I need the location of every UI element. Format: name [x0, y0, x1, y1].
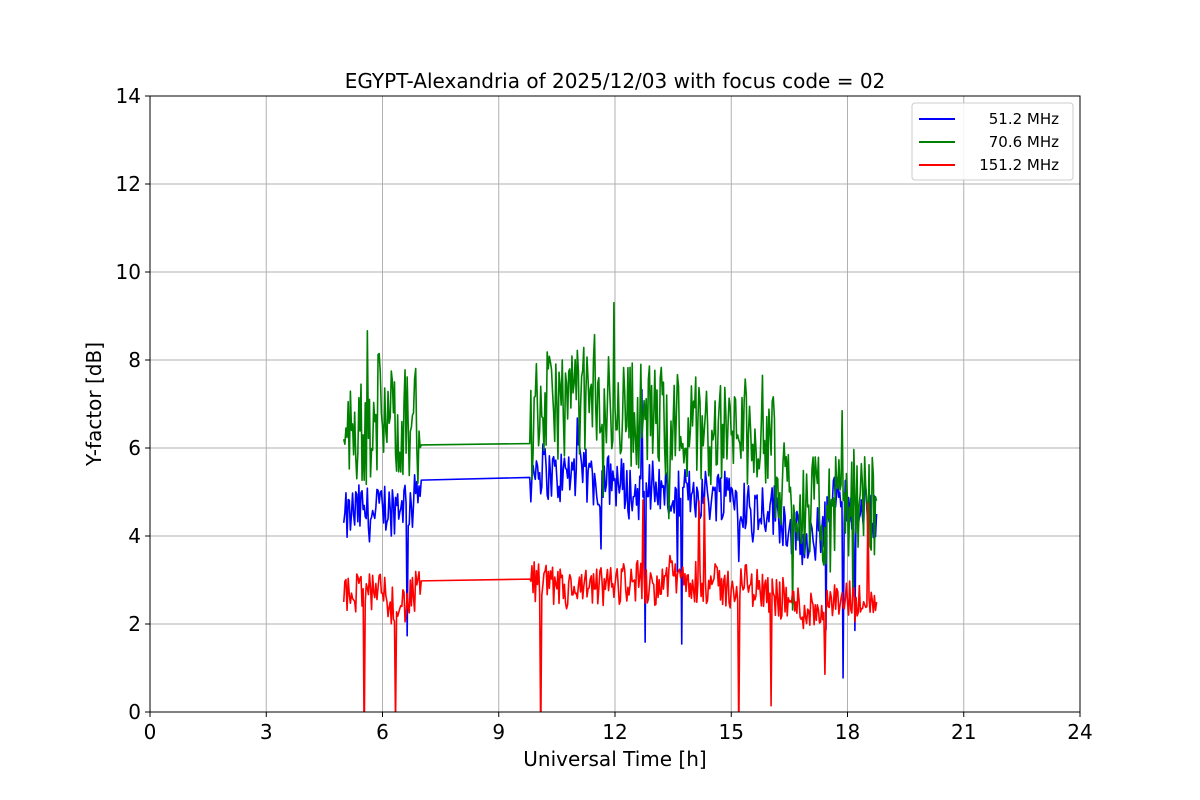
series-line-0 [342, 388, 878, 679]
x-tick-label: 12 [602, 720, 627, 744]
x-tick-label: 3 [260, 720, 273, 744]
y-tick-label: 14 [116, 84, 141, 108]
legend-box [911, 102, 1074, 181]
series-line-1 [342, 301, 878, 611]
x-tick-label: 9 [492, 720, 505, 744]
legend: 51.2 MHz 70.6 MHz 151.2 MHz [911, 102, 1074, 181]
series-layer [342, 301, 878, 712]
x-tick-label: 24 [1067, 720, 1092, 744]
x-tick-label: 21 [951, 720, 976, 744]
y-tick-label: 2 [128, 612, 141, 636]
x-axis-label: Universal Time [h] [523, 747, 706, 771]
y-axis-label: Y-factor [dB] [82, 342, 106, 467]
series-line-2 [342, 496, 878, 712]
legend-label: 51.2 MHz [989, 110, 1059, 128]
x-tick-label: 0 [144, 720, 157, 744]
x-tick-label: 6 [376, 720, 389, 744]
y-tick-label: 10 [116, 260, 141, 284]
y-tick-label: 6 [128, 436, 141, 460]
legend-label: 70.6 MHz [989, 133, 1059, 151]
y-tick-label: 4 [128, 524, 141, 548]
y-tick-label: 0 [128, 700, 141, 724]
chart-title: EGYPT-Alexandria of 2025/12/03 with focu… [345, 69, 886, 93]
y-tick-label: 12 [116, 172, 141, 196]
legend-label: 151.2 MHz [979, 156, 1059, 174]
x-tick-label: 15 [719, 720, 744, 744]
y-tick-label: 8 [128, 348, 141, 372]
x-tick-label: 18 [835, 720, 860, 744]
